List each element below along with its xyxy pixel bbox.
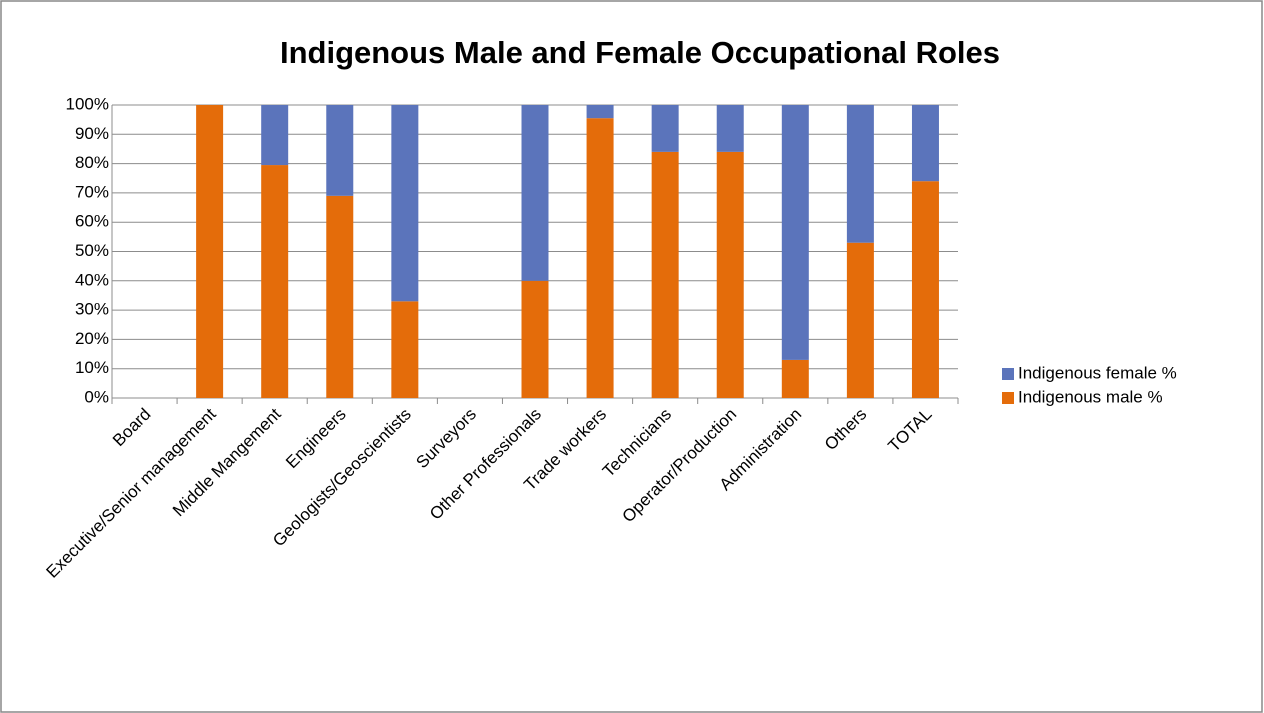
- bar-segment: [651, 151, 679, 398]
- bar-segment: [326, 105, 354, 196]
- y-tick-label: 20%: [75, 329, 109, 348]
- bar-segment: [261, 105, 289, 166]
- bar-segment: [846, 105, 874, 243]
- bar-segment: [521, 105, 549, 281]
- bar-segment: [586, 105, 614, 119]
- bar-segment: [716, 151, 744, 398]
- bar-segment: [196, 105, 224, 398]
- bar-segment: [911, 105, 939, 182]
- y-tick-label: 40%: [75, 270, 109, 289]
- bar-segment: [846, 242, 874, 398]
- bar-segment: [651, 105, 679, 152]
- bar-segment: [391, 301, 419, 398]
- legend-label: Indigenous male %: [1018, 387, 1163, 406]
- bar-segment: [261, 165, 289, 398]
- bar-segment: [521, 280, 549, 398]
- y-tick-label: 70%: [75, 182, 109, 201]
- bar-segment: [326, 195, 354, 398]
- legend-swatch: [1002, 392, 1014, 404]
- y-tick-label: 0%: [84, 387, 109, 406]
- y-tick-label: 80%: [75, 153, 109, 172]
- y-tick-label: 10%: [75, 358, 109, 377]
- bar-segment: [781, 359, 809, 398]
- bar-segment: [781, 105, 809, 360]
- bar-segment: [391, 105, 419, 302]
- y-tick-label: 30%: [75, 300, 109, 319]
- y-tick-label: 90%: [75, 124, 109, 143]
- legend-swatch: [1002, 368, 1014, 380]
- chart-title: Indigenous Male and Female Occupational …: [280, 35, 1000, 70]
- y-tick-label: 100%: [66, 94, 109, 113]
- legend-label: Indigenous female %: [1018, 363, 1177, 382]
- bar-segment: [911, 181, 939, 398]
- y-tick-label: 50%: [75, 241, 109, 260]
- bar-segment: [586, 118, 614, 398]
- bar-segment: [716, 105, 744, 152]
- y-tick-label: 60%: [75, 212, 109, 231]
